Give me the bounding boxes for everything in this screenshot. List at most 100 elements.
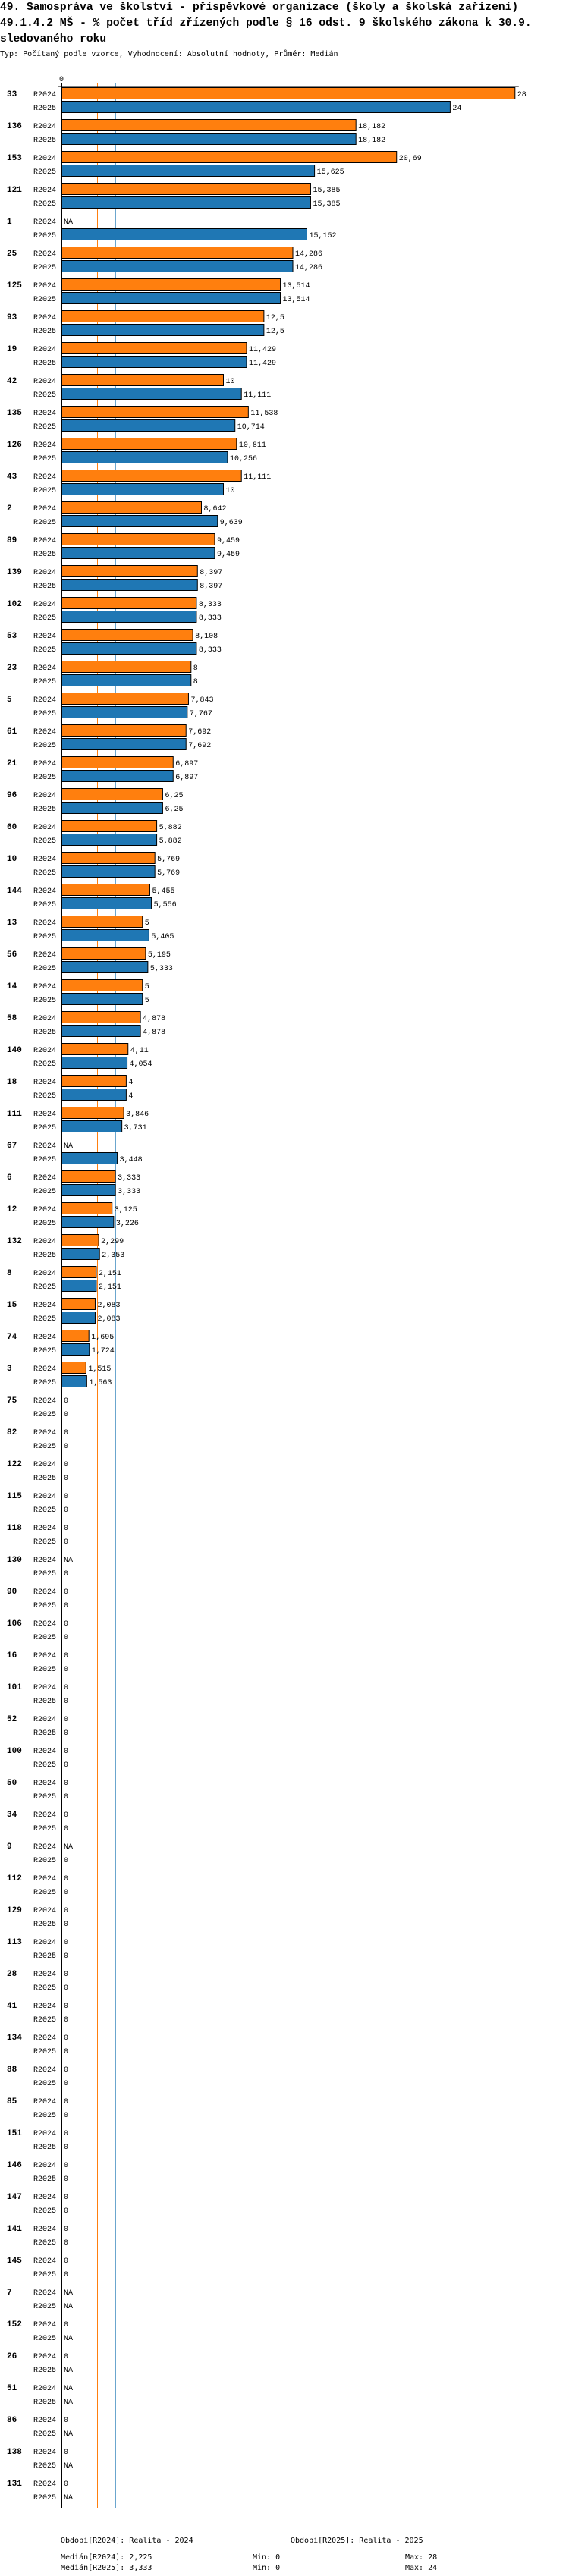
- value-label: 11,429: [249, 360, 276, 368]
- value-label: 5,333: [150, 965, 173, 973]
- series-label: R2025: [33, 105, 56, 113]
- bar-r2024: [61, 788, 163, 800]
- value-label: 0: [64, 1666, 68, 1674]
- value-label: 3,333: [118, 1188, 140, 1196]
- value-label: 4: [128, 1079, 133, 1087]
- series-label: R2024: [33, 2289, 56, 2298]
- series-label: R2025: [33, 1379, 56, 1387]
- value-label: NA: [64, 2462, 73, 2471]
- series-label: R2025: [33, 328, 56, 336]
- value-label: 15,385: [313, 187, 340, 195]
- value-label: 24: [452, 105, 461, 113]
- value-label: 6,25: [165, 806, 183, 814]
- value-label: 10: [226, 487, 235, 495]
- bar-r2024: [61, 1330, 90, 1342]
- value-label: 0: [64, 2112, 68, 2120]
- bar-r2025: [61, 897, 152, 909]
- series-label: R2025: [33, 774, 56, 782]
- value-label: 10: [226, 378, 235, 386]
- series-label: R2025: [33, 1857, 56, 1865]
- series-label: R2024: [33, 728, 56, 737]
- category-label: 13: [7, 919, 17, 928]
- series-label: R2025: [33, 296, 56, 304]
- bar-r2025: [61, 1057, 128, 1069]
- value-label: 0: [64, 2194, 68, 2202]
- value-label: 0: [64, 1857, 68, 1865]
- value-label: NA: [64, 218, 73, 227]
- bar-r2025: [61, 611, 197, 623]
- value-label: 1,695: [91, 1334, 114, 1342]
- value-label: 5,405: [151, 933, 174, 941]
- series-label: R2025: [33, 137, 56, 145]
- value-label: 0: [64, 1716, 68, 1724]
- series-label: R2024: [33, 1620, 56, 1629]
- series-label: R2024: [33, 91, 56, 99]
- value-label: 2,151: [99, 1270, 121, 1278]
- value-label: 8: [193, 664, 198, 673]
- category-label: 33: [7, 90, 17, 99]
- category-label: 101: [7, 1683, 22, 1692]
- series-label: R2024: [33, 1748, 56, 1756]
- value-label: 0: [64, 1652, 68, 1660]
- value-label: 10,256: [230, 455, 257, 463]
- value-label: 0: [64, 1952, 68, 1961]
- chart-subtitle: Typ: Počítaný podle vzorce, Vyhodnocení:…: [0, 50, 338, 58]
- value-label: NA: [64, 2335, 73, 2343]
- series-label: R2024: [33, 155, 56, 163]
- series-label: R2024: [33, 633, 56, 641]
- x-tick-label: 0: [59, 76, 64, 84]
- value-label: 7,767: [190, 710, 212, 718]
- series-label: R2025: [33, 1124, 56, 1132]
- value-label: 0: [64, 2417, 68, 2425]
- series-label: R2025: [33, 519, 56, 527]
- value-label: 4: [128, 1092, 133, 1101]
- value-label: 0: [64, 1825, 68, 1833]
- bar-r2025: [61, 165, 316, 177]
- series-label: R2025: [33, 1315, 56, 1324]
- bar-r2025: [61, 1280, 97, 1292]
- value-label: 0: [64, 2162, 68, 2170]
- value-label: 7,692: [188, 742, 211, 750]
- series-label: R2025: [33, 1634, 56, 1642]
- category-label: 28: [7, 1970, 17, 1979]
- value-label: 8,333: [199, 646, 222, 655]
- bar-r2024: [61, 820, 158, 832]
- bar-r2024: [61, 310, 265, 322]
- series-label: R2024: [33, 314, 56, 322]
- bar-r2024: [61, 693, 189, 705]
- series-label: R2024: [33, 1397, 56, 1406]
- value-label: 8,397: [200, 569, 222, 577]
- series-label: R2025: [33, 168, 56, 177]
- value-label: 2,151: [99, 1283, 121, 1292]
- series-label: R2024: [33, 250, 56, 259]
- bar-r2024: [61, 1298, 96, 1310]
- value-label: NA: [64, 1142, 73, 1151]
- value-label: 5: [145, 983, 149, 991]
- bar-r2025: [61, 802, 163, 814]
- series-label: R2024: [33, 1429, 56, 1437]
- series-label: R2024: [33, 1206, 56, 1214]
- value-label: 0: [64, 2271, 68, 2279]
- series-label: R2025: [33, 1220, 56, 1228]
- bar-r2024: [61, 1107, 124, 1119]
- category-label: 115: [7, 1492, 22, 1501]
- series-label: R2025: [33, 1570, 56, 1579]
- category-label: 135: [7, 409, 22, 418]
- category-label: 9: [7, 1842, 12, 1852]
- category-label: 50: [7, 1779, 17, 1788]
- value-label: 7,692: [188, 728, 211, 737]
- bar-r2024: [61, 1362, 86, 1374]
- series-label: R2024: [33, 378, 56, 386]
- series-label: R2025: [33, 806, 56, 814]
- category-label: 18: [7, 1078, 17, 1087]
- series-label: R2025: [33, 1283, 56, 1292]
- series-label: R2024: [33, 2130, 56, 2138]
- value-label: 0: [64, 1620, 68, 1629]
- value-label: NA: [64, 2367, 73, 2375]
- series-label: R2025: [33, 2239, 56, 2248]
- value-label: 3,731: [124, 1124, 147, 1132]
- value-label: 5,882: [159, 824, 182, 832]
- series-label: R2024: [33, 1843, 56, 1852]
- value-label: 0: [64, 1889, 68, 1897]
- series-label: R2025: [33, 2271, 56, 2279]
